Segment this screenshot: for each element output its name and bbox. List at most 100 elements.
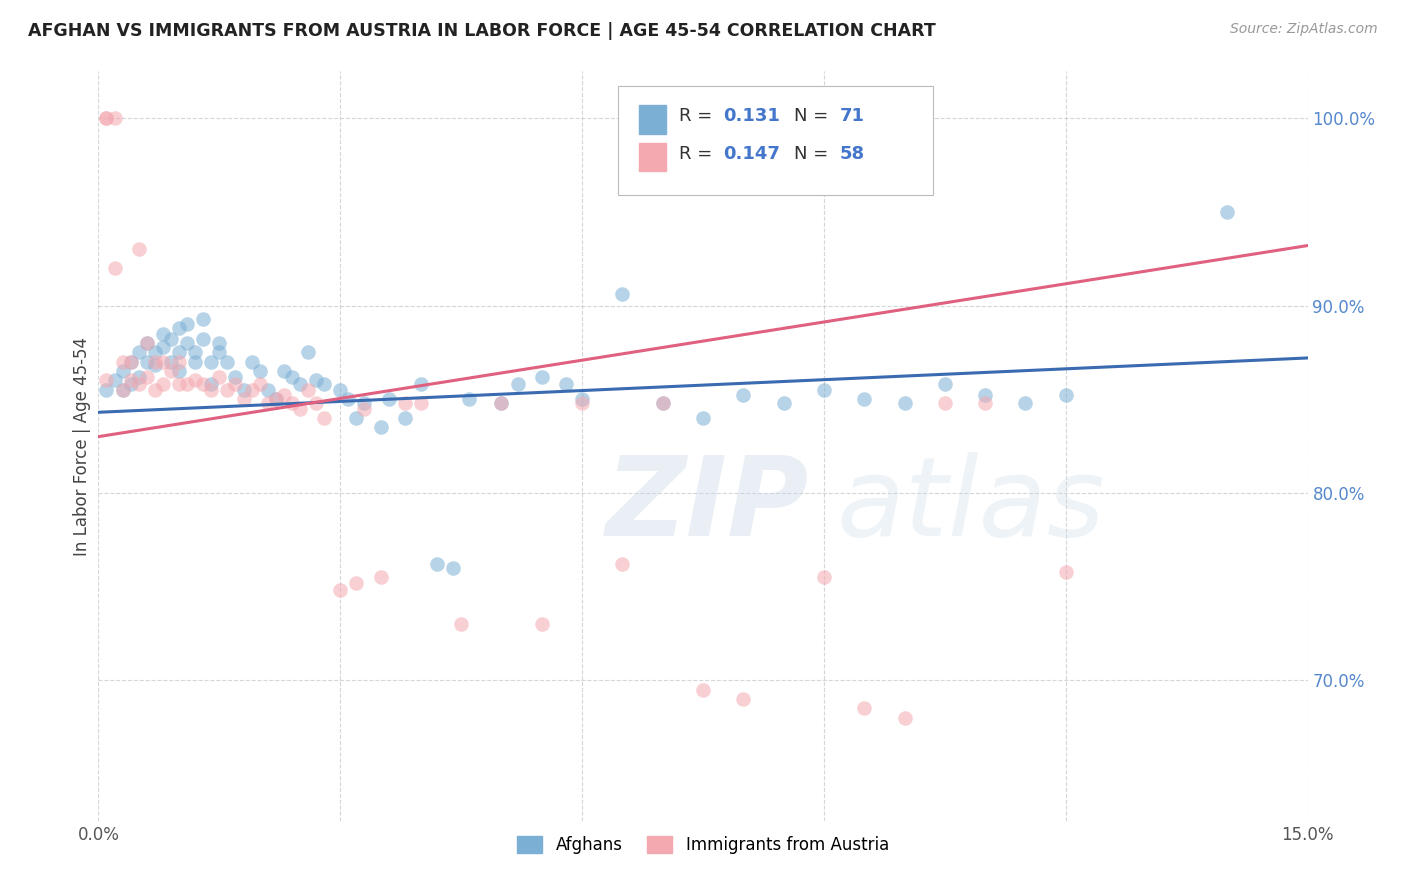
Point [813, 570, 835, 584]
Point [111, 383, 134, 397]
Point [200, 383, 222, 397]
Point [1014, 396, 1036, 410]
Point [264, 392, 287, 407]
Point [692, 410, 714, 425]
Point [217, 383, 239, 397]
Text: R =: R = [679, 145, 711, 162]
Point [111, 355, 134, 369]
Point [409, 377, 432, 392]
Point [450, 617, 472, 632]
Point [491, 396, 513, 410]
Point [612, 557, 634, 571]
Point [160, 355, 183, 369]
Point [200, 355, 222, 369]
Point [167, 345, 190, 359]
Text: 0.147: 0.147 [724, 145, 780, 162]
Y-axis label: In Labor Force | Age 45-54: In Labor Force | Age 45-54 [73, 336, 91, 556]
Point [208, 345, 231, 359]
Point [1216, 205, 1239, 219]
Point [530, 617, 553, 632]
Point [120, 355, 142, 369]
Point [458, 392, 481, 407]
Point [160, 364, 183, 378]
Point [370, 570, 392, 584]
Point [135, 336, 157, 351]
Point [1054, 565, 1077, 579]
Point [96, 383, 118, 397]
Point [281, 369, 304, 384]
Bar [638, 143, 665, 171]
Point [120, 374, 142, 388]
Point [813, 383, 835, 397]
Text: N =: N = [793, 145, 828, 162]
Point [853, 392, 876, 407]
Point [491, 396, 513, 410]
Point [273, 364, 295, 378]
Text: ZIP: ZIP [606, 452, 810, 559]
Bar [638, 105, 665, 134]
Text: N =: N = [793, 107, 828, 125]
Point [314, 410, 336, 425]
Point [103, 374, 125, 388]
Point [128, 369, 150, 384]
Point [353, 396, 375, 410]
Point [409, 396, 432, 410]
Point [974, 388, 997, 402]
Point [329, 583, 352, 598]
Point [370, 420, 392, 434]
Point [344, 575, 367, 590]
Point [152, 326, 174, 341]
Point [120, 355, 142, 369]
Point [184, 355, 207, 369]
Point [934, 396, 956, 410]
Point [571, 396, 593, 410]
Text: Source: ZipAtlas.com: Source: ZipAtlas.com [1230, 22, 1378, 37]
Point [200, 377, 222, 392]
Point [329, 383, 352, 397]
Point [571, 392, 593, 407]
Point [256, 396, 278, 410]
Point [506, 377, 529, 392]
Point [264, 392, 287, 407]
Point [176, 317, 198, 331]
Point [394, 396, 416, 410]
Point [337, 392, 360, 407]
Point [240, 355, 263, 369]
Point [934, 377, 956, 392]
Point [240, 383, 263, 397]
Point [120, 377, 142, 392]
Point [305, 374, 328, 388]
Point [249, 364, 271, 378]
Point [96, 112, 118, 126]
Point [288, 401, 311, 416]
Point [853, 701, 876, 715]
Point [426, 557, 449, 571]
Point [256, 383, 278, 397]
Point [651, 396, 673, 410]
Point [893, 396, 915, 410]
Point [193, 377, 215, 392]
Point [208, 336, 231, 351]
Text: 58: 58 [839, 145, 865, 162]
Point [692, 682, 714, 697]
Point [135, 355, 157, 369]
Point [297, 345, 319, 359]
Point [224, 369, 246, 384]
Point [111, 383, 134, 397]
Point [128, 345, 150, 359]
Legend: Afghans, Immigrants from Austria: Afghans, Immigrants from Austria [510, 830, 896, 861]
Point [135, 369, 157, 384]
Point [249, 377, 271, 392]
Point [208, 369, 231, 384]
Point [441, 561, 464, 575]
Point [344, 410, 367, 425]
Point [103, 112, 125, 126]
Point [167, 321, 190, 335]
Point [651, 396, 673, 410]
Point [143, 383, 166, 397]
Point [217, 355, 239, 369]
Point [314, 377, 336, 392]
Point [167, 364, 190, 378]
Point [281, 396, 304, 410]
Point [353, 401, 375, 416]
